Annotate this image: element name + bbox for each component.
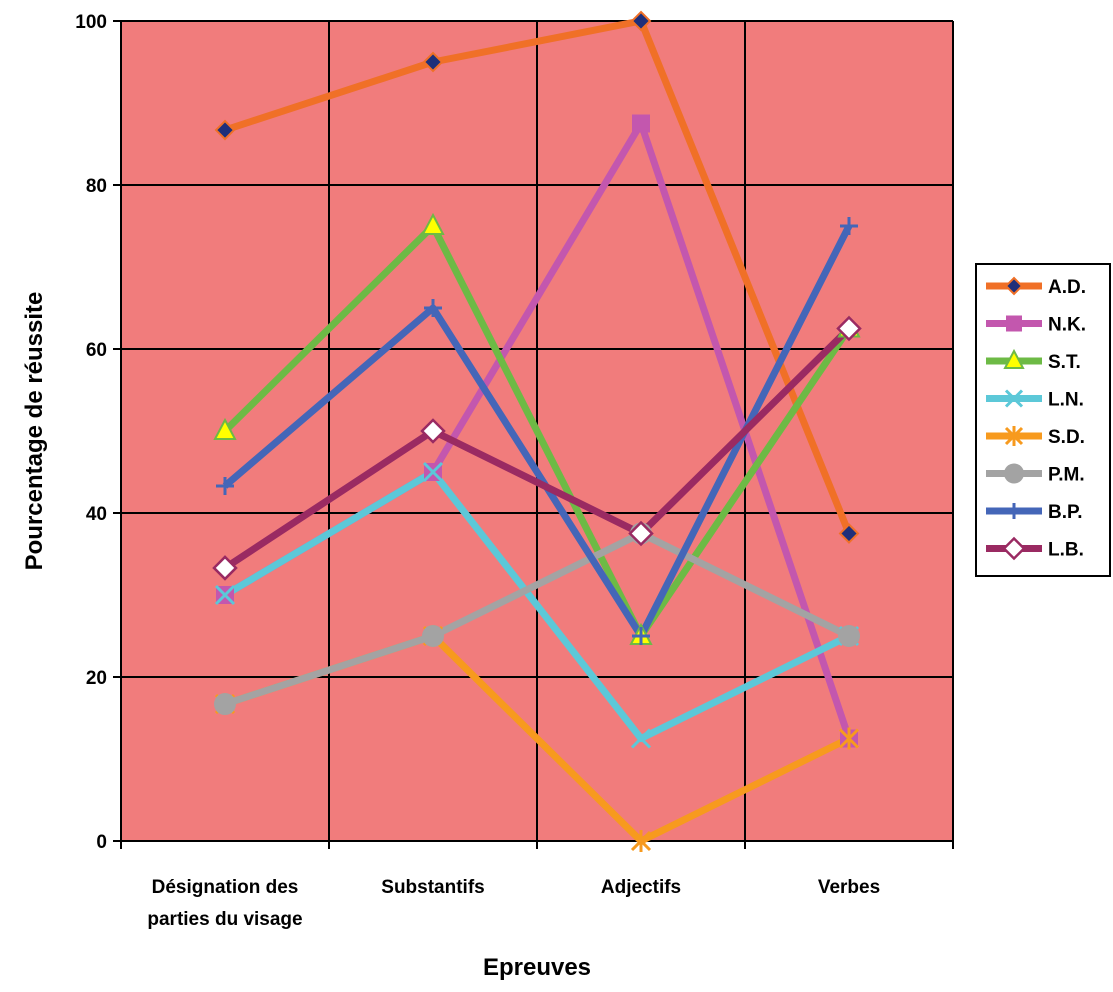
series-line (223, 326, 852, 571)
marker-square (632, 114, 650, 133)
marker-diamond (214, 119, 236, 141)
x-tick-label: Substantifs (381, 877, 484, 898)
y-tick-label: 80 (86, 176, 107, 197)
marker-open-diamond (212, 555, 238, 581)
series-line (223, 17, 853, 535)
legend-item: A.D. (986, 276, 1086, 298)
series-markers (212, 315, 862, 581)
y-tick-label: 40 (86, 504, 107, 525)
marker-circle (838, 625, 860, 647)
legend-box (975, 263, 1111, 577)
legend-label: L.B. (1048, 540, 1084, 561)
series-line (223, 468, 851, 742)
legend-label: B.P. (1048, 502, 1083, 523)
series-pm (223, 530, 851, 708)
marker-star (1004, 426, 1024, 446)
legend-label: S.D. (1048, 427, 1085, 448)
marker-plus (216, 476, 234, 495)
series-line (222, 222, 852, 640)
y-tick-label: 60 (86, 340, 107, 361)
series-ln (223, 468, 851, 742)
marker-x (422, 461, 444, 483)
legend-label: L.N. (1048, 390, 1084, 411)
y-axis-title: Pourcentage de réussite (21, 292, 48, 571)
legend-item: P.M. (986, 463, 1085, 486)
y-tick-label: 0 (96, 832, 107, 853)
legend-item: N.K. (986, 315, 1086, 336)
y-tick-label: 100 (75, 12, 107, 33)
marker-plus (632, 627, 650, 645)
marker-star (630, 830, 652, 852)
marker-open-diamond (628, 520, 654, 547)
legend-label: S.T. (1048, 352, 1081, 373)
marker-plus (1006, 503, 1022, 519)
marker-plus (424, 299, 442, 317)
marker-open-diamond (836, 315, 862, 342)
marker-triangle (421, 212, 445, 235)
marker-triangle (1003, 348, 1025, 369)
x-tick-label: Désignation des parties du visage (147, 877, 302, 930)
legend-item: L.N. (986, 389, 1084, 411)
marker-circle (1004, 463, 1024, 484)
x-axis-ticks: Désignation des parties du visage Substant… (147, 877, 880, 930)
marker-open-diamond (1002, 536, 1026, 561)
marker-square (1006, 315, 1022, 332)
series-markers (214, 10, 860, 544)
marker-diamond (422, 51, 444, 73)
legend-item: S.T. (986, 348, 1081, 373)
marker-diamond (630, 10, 652, 32)
series-markers (216, 217, 858, 645)
series-group (212, 10, 862, 852)
series-st (222, 222, 852, 640)
marker-diamond (1004, 276, 1024, 296)
legend-label: A.D. (1048, 277, 1086, 298)
series-ad (223, 17, 853, 535)
marker-open-diamond (420, 418, 446, 444)
marker-triangle (213, 417, 237, 440)
legend-item: B.P. (986, 502, 1083, 523)
marker-star (838, 727, 860, 750)
legend: A.D. N.K. S.T. L.N. S.D. P.M. B.P. L.B. (975, 263, 1111, 577)
marker-diamond (838, 523, 860, 544)
x-tick-label: Verbes (818, 877, 880, 898)
marker-circle (214, 693, 236, 716)
series-line (223, 530, 851, 708)
y-axis-ticks: 0 20 40 60 80 100 (75, 12, 107, 853)
marker-circle (422, 625, 444, 647)
legend-label: P.M. (1048, 465, 1085, 486)
legend-label: N.K. (1048, 315, 1086, 336)
x-tick-label: Adjectifs (601, 877, 681, 898)
series-lb (223, 326, 852, 571)
y-tick-label: 20 (86, 668, 107, 689)
legend-item: L.B. (986, 536, 1084, 561)
marker-x (214, 584, 236, 606)
marker-x (1004, 389, 1024, 408)
marker-x (630, 728, 652, 749)
x-axis-title: Epreuves (483, 954, 591, 981)
legend-item: S.D. (986, 426, 1085, 448)
marker-plus (840, 217, 858, 235)
